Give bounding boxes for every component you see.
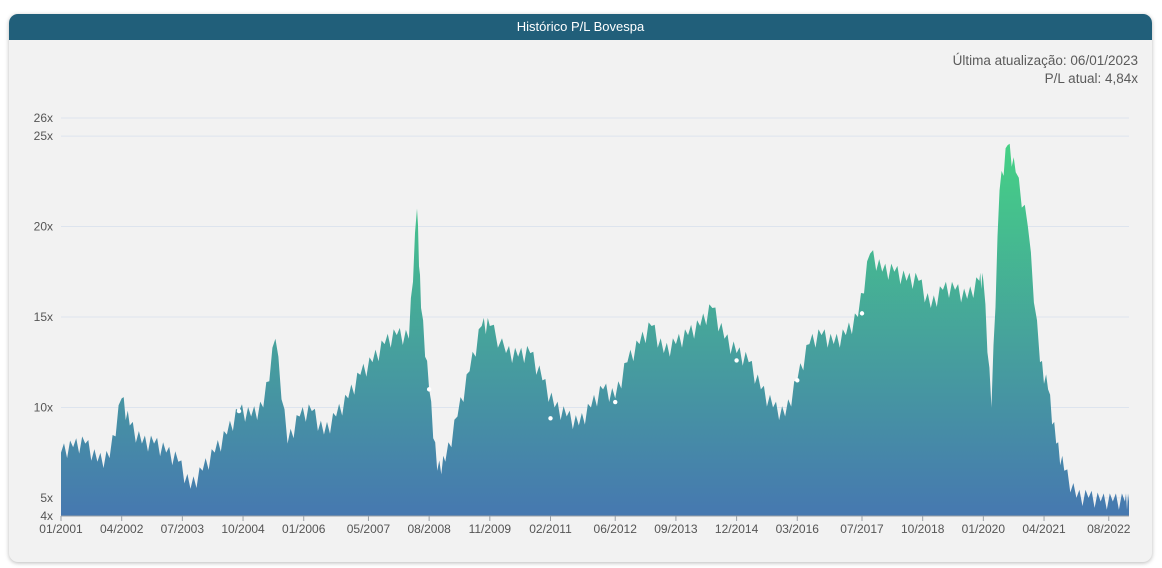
y-axis-ticks: 4x 5x 10x 15x 20x 25x 26x: [34, 111, 53, 523]
x-tick-label: 09/2013: [654, 522, 698, 536]
pl-history-chart: 4x 5x 10x 15x 20x 25x 26x 01/2001 04/2002 07/200…: [34, 111, 1131, 536]
y-tick-label: 10x: [34, 400, 53, 414]
x-tick-label: 03/2016: [776, 522, 820, 536]
current-pl-text: P/L atual: 4,84x: [1044, 71, 1138, 86]
x-axis: 01/2001 04/2002 07/2003 10/2004 01/2006 05/20…: [39, 515, 1131, 536]
x-tick-label: 06/2012: [594, 522, 638, 536]
last-update-text: Última atualização: 06/01/2023: [952, 53, 1138, 68]
x-tick-label: 07/2003: [161, 522, 205, 536]
x-tick-label: 02/2011: [529, 522, 572, 536]
x-tick-label: 10/2004: [221, 522, 265, 536]
data-point-marker: [548, 416, 553, 421]
x-tick-label: 08/2022: [1087, 522, 1131, 536]
card-title: Histórico P/L Bovespa: [9, 14, 1152, 40]
x-tick-label: 11/2009: [469, 522, 512, 536]
y-tick-label: 26x: [34, 111, 53, 125]
x-tick-label: 01/2020: [962, 522, 1006, 536]
x-tick-label: 01/2001: [39, 522, 83, 536]
x-tick-label: 08/2008: [407, 522, 451, 536]
chart-card: Histórico P/L Bovespa Última atualização…: [9, 14, 1152, 562]
x-tick-label: 01/2006: [282, 522, 326, 536]
y-tick-label: 5x: [40, 491, 53, 505]
y-tick-label: 25x: [34, 129, 53, 143]
x-tick-label: 12/2014: [715, 522, 759, 536]
data-point-marker: [613, 399, 618, 405]
data-point-marker: [236, 408, 242, 414]
data-point-marker: [426, 387, 432, 392]
data-point-marker: [859, 311, 865, 316]
x-tick-label: 04/2021: [1022, 522, 1066, 536]
data-point-marker: [795, 378, 800, 383]
chart-meta: Última atualização: 06/01/2023 P/L atual…: [953, 52, 1138, 88]
y-tick-label: 15x: [34, 310, 53, 324]
x-tick-label: 05/2007: [347, 522, 391, 536]
x-tick-label: 10/2018: [901, 522, 945, 536]
data-point-marker: [734, 358, 739, 363]
x-tick-label: 04/2002: [100, 522, 144, 536]
area-series: [61, 143, 1129, 517]
series-markers: [236, 311, 865, 421]
x-tick-label: 07/2017: [840, 522, 884, 536]
y-tick-label: 4x: [40, 509, 53, 523]
y-tick-label: 20x: [34, 220, 53, 234]
area-fill: [61, 143, 1129, 517]
